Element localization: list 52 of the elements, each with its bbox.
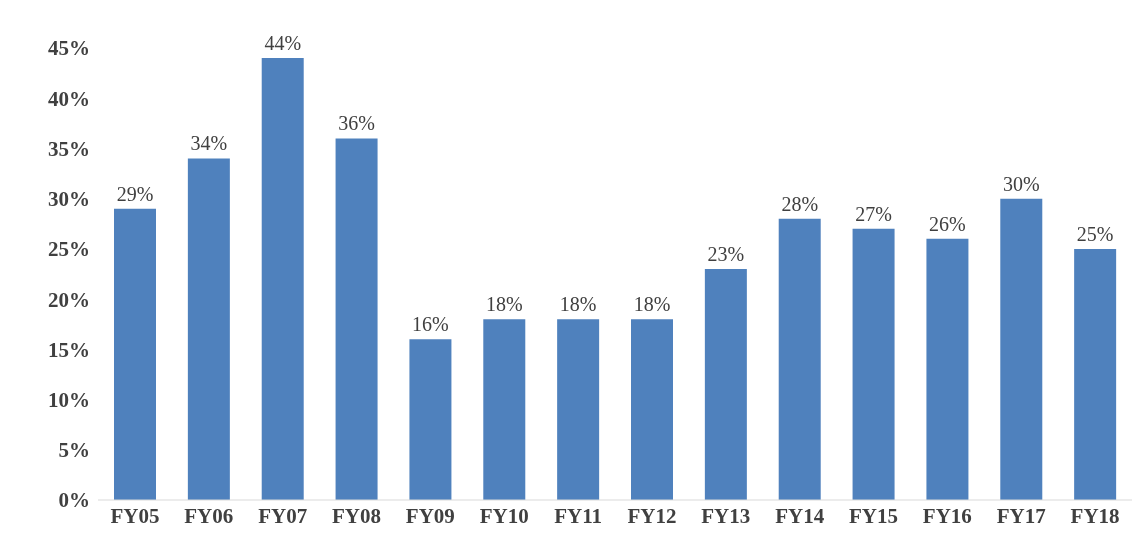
data-label: 34%: [190, 132, 228, 155]
y-tick-label: 30%: [48, 187, 90, 212]
bar: [926, 238, 969, 500]
y-tick-label: 5%: [58, 438, 90, 463]
bar: [335, 138, 378, 500]
y-tick-label: 35%: [48, 136, 90, 161]
bar: [631, 319, 673, 500]
data-label: 18%: [485, 293, 523, 316]
bar: [1000, 198, 1043, 500]
x-tick-label: FY14: [775, 503, 825, 528]
data-label: 16%: [412, 313, 449, 336]
data-label: 44%: [264, 32, 302, 55]
y-tick-label: 15%: [48, 337, 90, 362]
data-label: 23%: [707, 242, 745, 265]
x-tick-label: FY15: [849, 503, 898, 528]
bar: [778, 218, 821, 500]
data-label: 29%: [116, 182, 154, 205]
bar: [409, 339, 452, 500]
x-tick-label: FY16: [922, 503, 972, 528]
bar: [557, 319, 600, 500]
x-tick-label: FY09: [405, 503, 455, 528]
x-tick-label: FY13: [701, 503, 751, 528]
x-tick-label: FY18: [1070, 503, 1120, 528]
x-tick-label: FY12: [627, 503, 677, 528]
bar: [1074, 248, 1117, 500]
data-label: 28%: [781, 192, 819, 215]
y-tick-label: 45%: [48, 36, 90, 61]
data-label: 18%: [559, 293, 597, 316]
y-tick-label: 0%: [58, 488, 90, 513]
y-tick-label: 10%: [48, 388, 90, 413]
y-tick-label: 25%: [48, 237, 90, 262]
bar: [187, 158, 230, 500]
x-tick-label: FY11: [554, 503, 602, 528]
x-tick-label: FY08: [332, 503, 381, 528]
x-tick-label: FY07: [258, 503, 308, 528]
bar: [114, 208, 156, 500]
y-tick-label: 40%: [48, 86, 90, 111]
y-tick-label: 20%: [48, 287, 90, 312]
data-label: 27%: [855, 202, 892, 225]
x-tick-label: FY06: [184, 503, 234, 528]
bar: [704, 268, 747, 500]
data-label: 18%: [633, 293, 671, 316]
x-tick-label: FY10: [479, 503, 529, 528]
x-tick-label: FY05: [110, 503, 160, 528]
data-label: 25%: [1076, 222, 1114, 245]
data-label: 30%: [1002, 172, 1040, 195]
data-label: 26%: [929, 212, 966, 235]
data-label: 36%: [338, 112, 375, 135]
bar: [483, 319, 526, 500]
bar: [852, 228, 895, 500]
x-tick-label: FY17: [996, 503, 1046, 528]
bar: [261, 58, 304, 500]
